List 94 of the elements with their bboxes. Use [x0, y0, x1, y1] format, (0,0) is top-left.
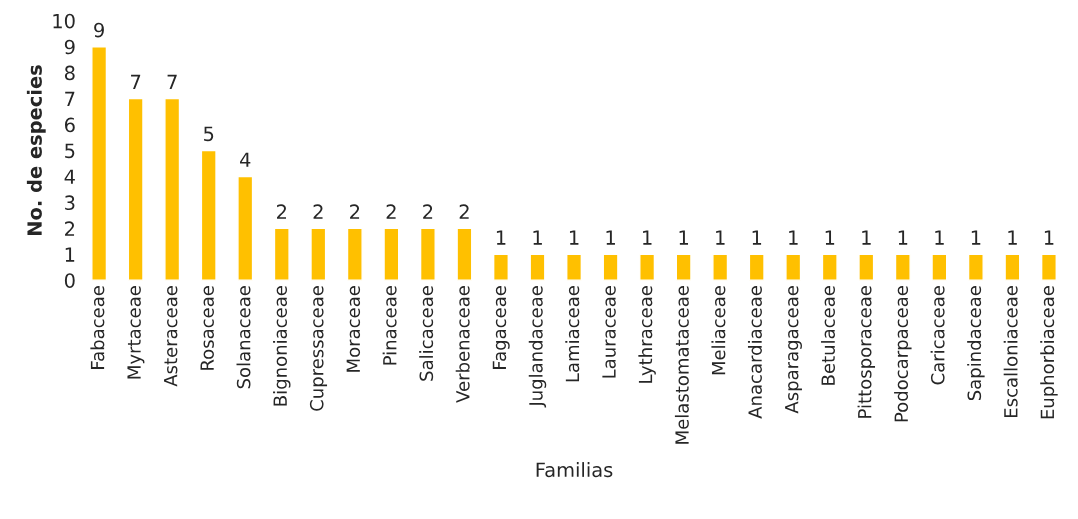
data-label: 1: [679, 230, 689, 245]
data-label: 2: [459, 204, 469, 219]
y-tick-label: 7: [65, 91, 75, 106]
data-label: 7: [167, 74, 177, 90]
data-label: 9: [94, 22, 104, 38]
y-axis-title: No. de especies: [26, 65, 46, 235]
x-tick-label: Pittosporaceae: [857, 286, 876, 418]
x-tick-label: Bignoniaceae: [273, 286, 291, 406]
x-tick-label: Melastomataceae: [674, 286, 689, 444]
x-tick-label: Lythraceae: [638, 286, 656, 383]
x-tick-label: Anacardiaceae: [747, 286, 762, 419]
x-tick-label: Euphorbiaceae: [1040, 286, 1058, 419]
x-tick-label: Myrtaceae: [127, 286, 145, 379]
y-tick-label: 0: [64, 273, 75, 288]
data-label: 7: [131, 74, 141, 90]
y-tick-label: 2: [65, 221, 75, 236]
data-label: 5: [204, 126, 214, 142]
bar: [931, 253, 948, 281]
y-tick-label: 5: [65, 143, 75, 159]
bar: [675, 253, 692, 281]
bar: [894, 253, 911, 281]
x-tick-label: Lauraceae: [602, 286, 616, 378]
bar: [200, 149, 217, 281]
y-tick-label: 3: [65, 195, 75, 211]
x-tick-label: Lamiaceae: [565, 286, 580, 382]
y-tick-label: 9: [64, 39, 75, 55]
data-label: 1: [569, 230, 579, 245]
y-tick-label: 8: [64, 65, 75, 81]
data-label: 2: [313, 204, 323, 219]
y-tick-label: 1: [65, 247, 75, 262]
x-axis-title: Familias: [536, 462, 613, 478]
data-label: 1: [496, 230, 506, 245]
bar: [456, 227, 473, 281]
x-tick-label: Fagaceae: [492, 286, 510, 369]
data-label: 1: [716, 230, 725, 245]
x-tick-label: Rosaceae: [200, 286, 214, 370]
x-tick-label: Meliaceae: [711, 286, 726, 375]
data-label: 4: [240, 152, 251, 167]
data-label: 1: [606, 230, 615, 245]
x-tick-label: Caricaceae: [930, 286, 945, 385]
x-tick-label: Podocarpaceae: [894, 286, 912, 422]
data-label: 1: [1008, 230, 1017, 245]
bar: [639, 253, 656, 281]
data-label: 1: [935, 230, 944, 245]
data-label: 1: [1044, 230, 1054, 245]
bar: [383, 227, 400, 281]
bar: [1004, 253, 1021, 281]
x-tick-label: Moraceae: [346, 286, 361, 372]
x-tick-label: Betulaceae: [821, 286, 835, 385]
y-tick-label: 6: [64, 117, 75, 133]
bar: [310, 227, 327, 281]
bar: [858, 253, 875, 281]
bar: [164, 97, 181, 281]
bar: [492, 253, 509, 281]
data-label: 2: [423, 204, 433, 219]
data-label: 1: [862, 230, 871, 245]
y-tick-label: 4: [64, 169, 75, 184]
data-label: 1: [752, 230, 762, 245]
bar: [748, 253, 765, 281]
x-tick-label: Cupressaceae: [309, 286, 328, 411]
bar: [712, 253, 729, 281]
data-label: 1: [789, 230, 798, 245]
data-label: 2: [277, 204, 287, 219]
bar: [127, 97, 144, 281]
bar: [785, 253, 802, 281]
bar: [273, 227, 290, 281]
y-tick-label: 10: [53, 13, 75, 29]
x-tick-label: Verbenaceae: [455, 286, 470, 403]
x-tick-label: Escalloniaceae: [1003, 286, 1018, 417]
bar: [346, 227, 363, 281]
bar: [1040, 253, 1057, 281]
x-tick-label: Solanaceae: [236, 286, 251, 389]
bar: [237, 175, 254, 281]
bar: [91, 46, 108, 281]
data-label: 1: [643, 230, 652, 245]
data-label: 1: [533, 230, 542, 245]
x-tick-label: Asparagaceae: [785, 286, 802, 414]
x-tick-label: Pinaceae: [382, 286, 397, 365]
bar: [967, 253, 984, 281]
bar: [419, 227, 436, 281]
data-label: 2: [350, 204, 360, 219]
data-label: 1: [971, 230, 981, 245]
bar: [529, 253, 546, 281]
x-tick-label: Fabaceae: [90, 286, 105, 369]
data-label: 1: [825, 230, 835, 245]
bar: [821, 253, 838, 281]
x-tick-label: Asteraceae: [164, 286, 178, 387]
data-label: 1: [898, 230, 908, 245]
x-tick-label: Salicaceae: [419, 286, 434, 381]
bar: [602, 253, 619, 281]
x-tick-label: Sapindaceae: [967, 286, 985, 401]
bar: [566, 253, 583, 281]
x-tick-label: Juglandaceae: [528, 286, 547, 408]
data-label: 2: [386, 204, 396, 219]
